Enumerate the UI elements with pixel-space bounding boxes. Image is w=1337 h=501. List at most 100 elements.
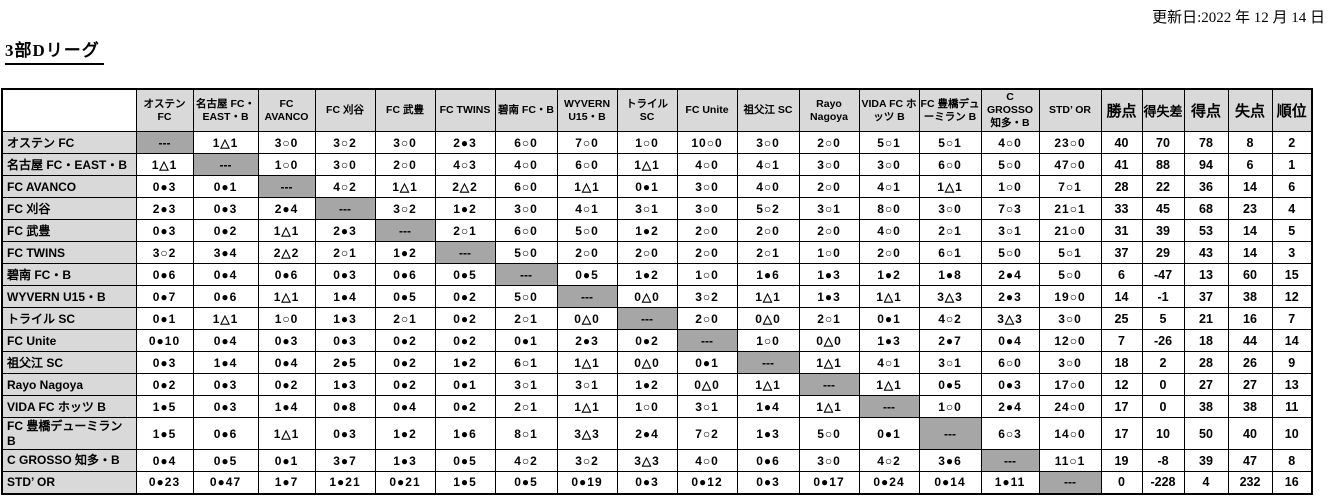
result-cell: 0●14 <box>918 471 982 495</box>
summary-column-header: 失点 <box>1227 88 1273 133</box>
result-cell: 2○1 <box>798 307 860 331</box>
result-cell: 1△1 <box>918 175 982 199</box>
team-column-header: トライル SC <box>616 88 678 133</box>
team-column-header: STD’ OR <box>1038 88 1102 133</box>
result-cell: 2△2 <box>257 241 316 265</box>
diagonal-cell: --- <box>736 351 800 375</box>
result-cell: 0●2 <box>374 329 436 353</box>
team-row-label: FC TWINS <box>1 241 137 265</box>
result-cell: 0●23 <box>135 471 194 495</box>
diagonal-cell: --- <box>374 219 436 243</box>
summary-cell: 45 <box>1141 197 1185 221</box>
result-cell: 0●6 <box>192 285 259 309</box>
result-cell: 2○1 <box>314 241 376 265</box>
summary-cell: 8 <box>1227 131 1273 155</box>
result-cell: 10○0 <box>676 131 738 155</box>
summary-cell: 39 <box>1183 449 1229 473</box>
summary-cell: 94 <box>1183 153 1229 177</box>
summary-cell: 2 <box>1271 131 1313 155</box>
summary-cell: 14 <box>1227 241 1273 265</box>
summary-cell: 40 <box>1227 417 1273 451</box>
team-row-label: 名古屋 FC・EAST・B <box>1 153 137 177</box>
result-cell: 4○0 <box>676 449 738 473</box>
result-cell: 0●4 <box>257 351 316 375</box>
result-cell: 3●6 <box>918 449 982 473</box>
result-cell: 0●3 <box>314 263 376 287</box>
team-column-header: FC Unite <box>676 88 738 133</box>
result-cell: 0●2 <box>374 373 436 397</box>
summary-cell: 18 <box>1100 351 1143 375</box>
summary-cell: 1 <box>1271 153 1313 177</box>
team-row-label: FC Unite <box>1 329 137 353</box>
result-cell: 4○2 <box>494 449 558 473</box>
team-row-label: VIDA FC ホッツ B <box>1 395 137 419</box>
result-cell: 0●1 <box>192 175 259 199</box>
result-cell: 2○0 <box>676 241 738 265</box>
result-cell: 2●4 <box>257 197 316 221</box>
result-cell: 19○0 <box>1038 285 1102 309</box>
result-cell: 0●3 <box>257 329 316 353</box>
diagonal-cell: --- <box>676 329 738 353</box>
result-cell: 0△0 <box>798 329 860 353</box>
team-row: Rayo Nagoya 0●2 0●3 0●2 1●3 0●2 0●1 3○1 3○1 1●2 0△… <box>1 373 1313 397</box>
team-row: トライル SC 0●1 1△1 1○0 1●3 2○1 0●2 2○1 0△0 --- 2○0 0△0… <box>1 307 1313 331</box>
summary-cell: -1 <box>1141 285 1185 309</box>
team-column-header: FC TWINS <box>434 88 496 133</box>
result-cell: 6○1 <box>918 241 982 265</box>
team-row-label: オステン FC <box>1 131 137 155</box>
diagonal-cell: --- <box>1038 471 1102 495</box>
result-cell: 2●3 <box>556 329 618 353</box>
result-cell: 21○0 <box>1038 219 1102 243</box>
result-cell: 3○0 <box>798 449 860 473</box>
result-cell: 47○0 <box>1038 153 1102 177</box>
result-cell: 1○0 <box>736 329 800 353</box>
result-cell: 1○0 <box>918 395 982 419</box>
summary-cell: 60 <box>1227 263 1273 287</box>
result-cell: 7○3 <box>980 197 1040 221</box>
result-cell: 5○0 <box>494 241 558 265</box>
result-cell: 4○1 <box>858 175 920 199</box>
team-row-label: C GROSSO 知多・B <box>1 449 137 473</box>
result-cell: 1●11 <box>980 471 1040 495</box>
summary-cell: 36 <box>1183 175 1229 199</box>
result-cell: 2●3 <box>135 197 194 221</box>
summary-cell: 0 <box>1100 471 1143 495</box>
summary-cell: 5 <box>1271 219 1313 243</box>
result-cell: 1●3 <box>798 263 860 287</box>
result-cell: 2○0 <box>798 175 860 199</box>
result-cell: 1○0 <box>257 153 316 177</box>
result-cell: 3○0 <box>314 153 376 177</box>
result-cell: 5○1 <box>1038 241 1102 265</box>
result-cell: 1●5 <box>135 417 194 451</box>
summary-cell: 6 <box>1100 263 1143 287</box>
result-cell: 2○0 <box>798 131 860 155</box>
result-cell: 2●3 <box>980 285 1040 309</box>
result-cell: 2○0 <box>556 241 618 265</box>
result-cell: 0●3 <box>135 351 194 375</box>
result-cell: 1△1 <box>556 395 618 419</box>
summary-cell: 2 <box>1141 351 1185 375</box>
result-cell: 21○1 <box>1038 197 1102 221</box>
result-cell: 0●1 <box>858 307 920 331</box>
result-cell: 4○0 <box>858 219 920 243</box>
summary-cell: 53 <box>1183 219 1229 243</box>
team-row: 碧南 FC・B 0●6 0●4 0●6 0●3 0●6 0●5 --- 0●5 1●2 1○0 1●6… <box>1 263 1313 287</box>
result-cell: 0●2 <box>434 395 496 419</box>
result-cell: 3○0 <box>1038 307 1102 331</box>
result-cell: 3○2 <box>314 131 376 155</box>
summary-cell: 6 <box>1227 153 1273 177</box>
result-cell: 1●6 <box>434 417 496 451</box>
team-row: FC 武豊 0●3 0●2 1△1 2●3 --- 2○1 6○0 5○0 1●2 2○0 2○0 2○… <box>1 219 1313 243</box>
result-cell: 1●4 <box>257 395 316 419</box>
result-cell: 3○0 <box>257 131 316 155</box>
result-cell: 2○1 <box>494 395 558 419</box>
result-cell: 5○1 <box>918 131 982 155</box>
summary-cell: 33 <box>1100 197 1143 221</box>
result-cell: 2○1 <box>374 307 436 331</box>
result-cell: 5○0 <box>494 285 558 309</box>
team-row-label: 祖父江 SC <box>1 351 137 375</box>
result-cell: 0●5 <box>918 373 982 397</box>
summary-cell: 232 <box>1227 471 1273 495</box>
result-cell: 1△1 <box>736 373 800 397</box>
summary-cell: 7 <box>1100 329 1143 353</box>
